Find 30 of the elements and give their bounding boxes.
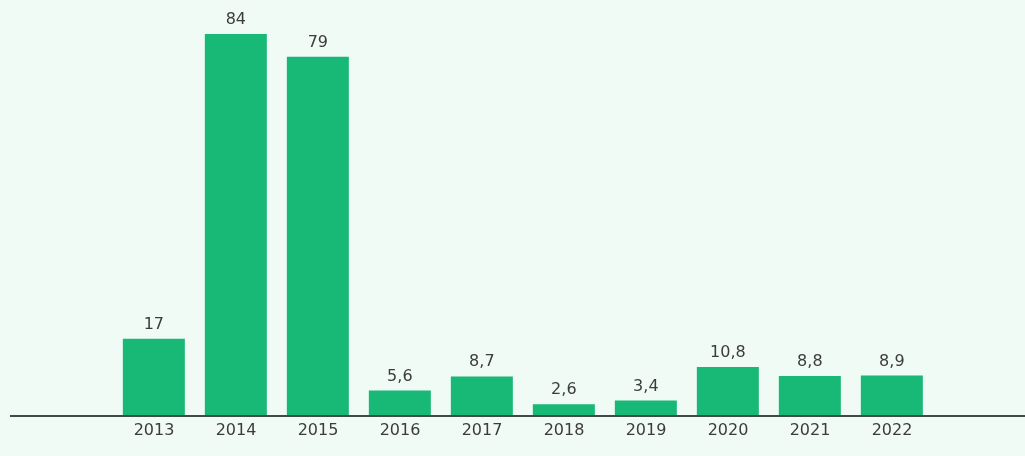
x-tick-label: 2015 xyxy=(297,420,339,440)
x-tick-label: 2018 xyxy=(543,420,585,440)
x-tick-label: 2021 xyxy=(789,420,831,440)
bar xyxy=(450,376,513,416)
data-label: 5,6 xyxy=(387,365,413,385)
data-label: 79 xyxy=(307,31,329,51)
data-label: 17 xyxy=(143,313,165,333)
x-tick-label: 2016 xyxy=(379,420,421,440)
data-label: 3,4 xyxy=(633,375,659,395)
data-label: 84 xyxy=(225,9,247,28)
bar xyxy=(860,375,923,416)
x-tick-label: 2017 xyxy=(461,420,503,440)
x-tick-label: 2020 xyxy=(707,420,749,440)
bar xyxy=(532,404,595,416)
bar xyxy=(614,400,677,416)
bar xyxy=(696,366,759,416)
bar xyxy=(204,34,267,416)
data-label: 2,6 xyxy=(551,379,577,399)
x-tick-label: 2014 xyxy=(215,420,257,440)
x-tick-label: 2022 xyxy=(871,420,913,440)
x-tick-label: 2013 xyxy=(133,420,175,440)
data-label: 8,9 xyxy=(879,350,905,370)
data-label: 8,7 xyxy=(469,351,495,371)
bar xyxy=(122,338,185,416)
data-label: 8,8 xyxy=(797,350,823,370)
bar xyxy=(368,390,431,416)
x-tick-label: 2019 xyxy=(625,420,667,440)
bar xyxy=(778,375,841,416)
data-label: 10,8 xyxy=(710,341,746,361)
bar xyxy=(286,56,349,416)
